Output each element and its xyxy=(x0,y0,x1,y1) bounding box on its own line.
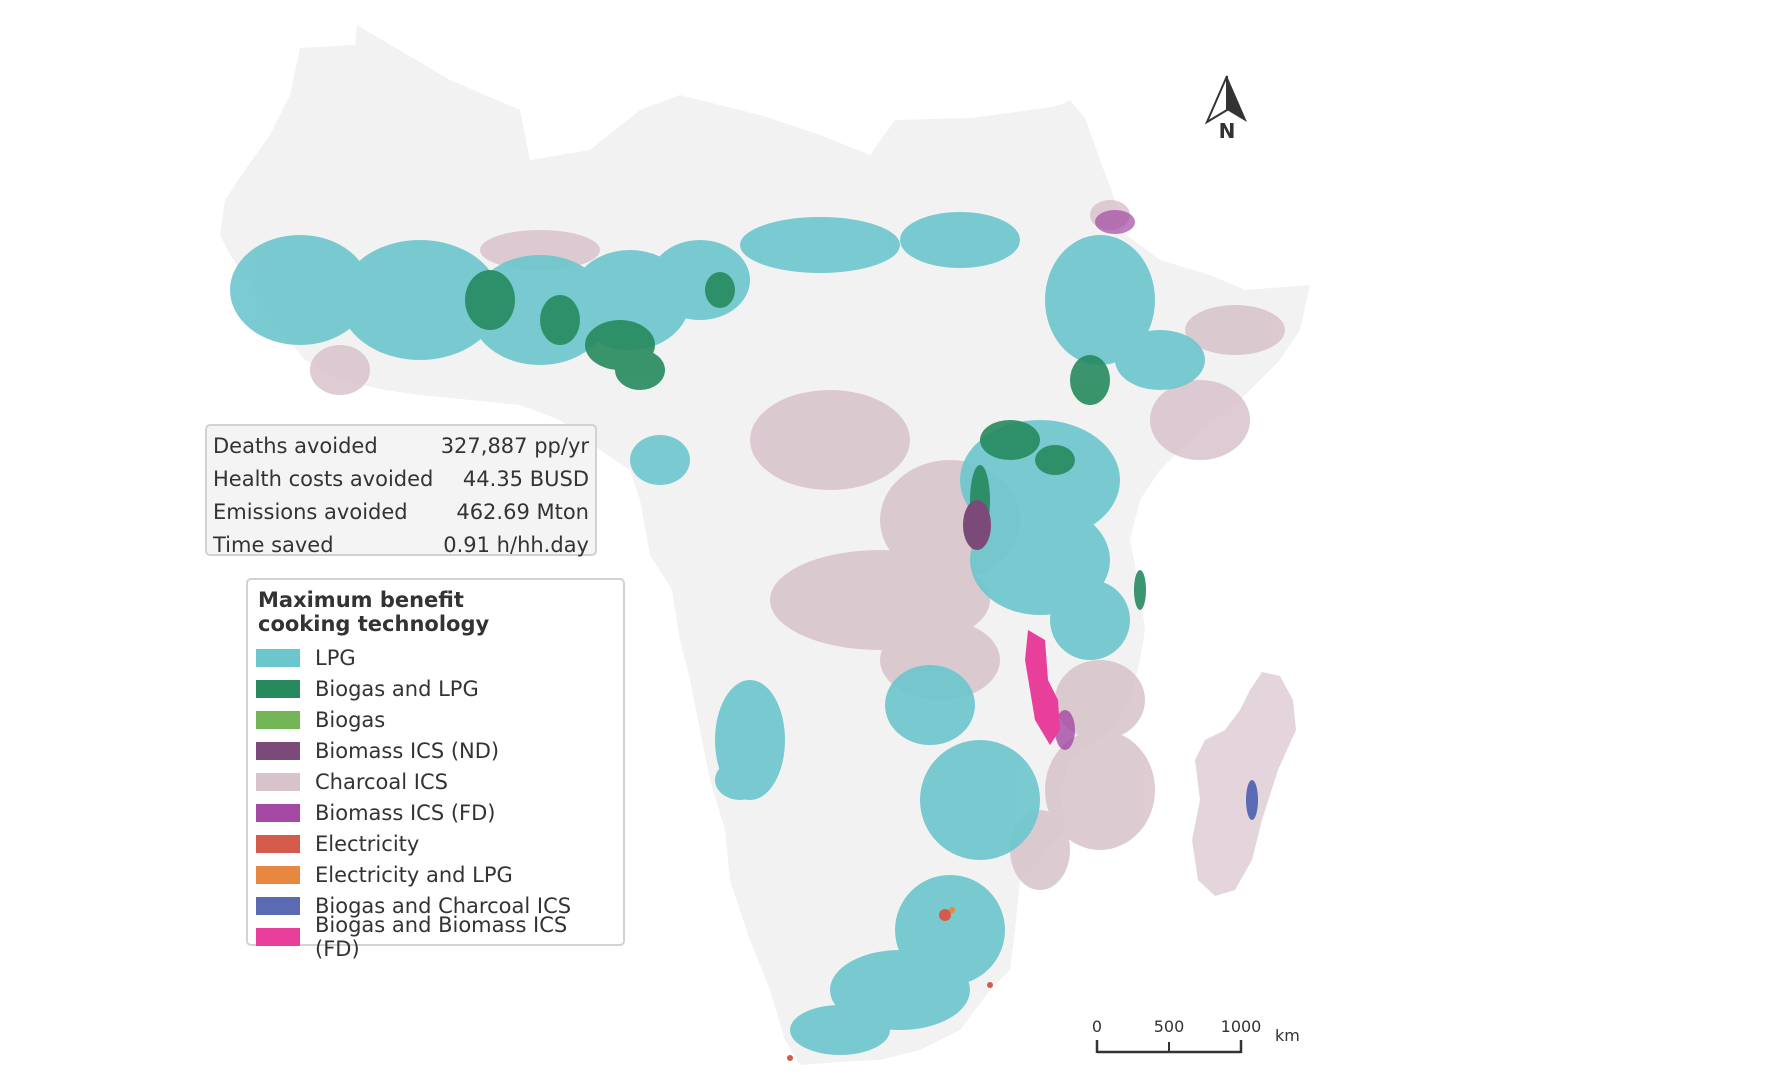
summary-row: Health costs avoided 44.35 BUSD xyxy=(213,463,589,496)
scale-unit: km xyxy=(1275,1026,1300,1045)
legend-swatch xyxy=(256,679,300,698)
legend-item: Biogas and LPG xyxy=(256,673,615,704)
summary-row: Deaths avoided 327,887 pp/yr xyxy=(213,430,589,463)
legend-item: Biogas and Charcoal ICS xyxy=(256,890,615,921)
north-label: N xyxy=(1219,119,1236,140)
electricity-region xyxy=(939,909,951,921)
scale-bar-graphic: 0 500 1000 km xyxy=(1092,1017,1300,1054)
summary-label: Time saved xyxy=(213,533,334,557)
legend-swatch xyxy=(256,896,300,915)
legend-label: Charcoal ICS xyxy=(315,769,448,794)
summary-value: 462.69 Mton xyxy=(456,500,589,524)
biomass-fd-region xyxy=(1095,210,1135,234)
biomass-fd-region-south xyxy=(1055,710,1075,750)
electricity-lpg-region xyxy=(949,907,955,913)
legend-swatch xyxy=(256,710,300,729)
biogas-charcoal-region xyxy=(1246,780,1258,820)
biomass-nd-region xyxy=(963,500,991,550)
summary-stats-box: Deaths avoided 327,887 pp/yr Health costs … xyxy=(205,424,597,557)
legend-label: Biomass ICS (FD) xyxy=(315,800,496,825)
scale-tick-1000: 1000 xyxy=(1221,1017,1262,1036)
scale-bar: 0 500 1000 km xyxy=(1085,1014,1315,1070)
legend-item: Biogas xyxy=(256,704,615,735)
madagascar-landmass xyxy=(1192,672,1296,896)
legend-swatch xyxy=(256,741,300,760)
legend-swatch xyxy=(256,648,300,667)
summary-value: 0.91 h/hh.day xyxy=(443,533,589,557)
summary-label: Emissions avoided xyxy=(213,500,408,524)
legend-label: Biogas xyxy=(315,707,386,732)
legend-label: Biogas and Biomass ICS (FD) xyxy=(315,912,568,961)
legend-swatch xyxy=(256,803,300,822)
legend-label: Electricity and LPG xyxy=(315,862,513,887)
legend-item: Electricity xyxy=(256,828,615,859)
legend-item: LPG xyxy=(256,642,615,673)
legend-item: Biogas and Biomass ICS (FD) xyxy=(256,913,615,961)
electricity-region-cape xyxy=(787,1055,793,1061)
north-arrow: N xyxy=(1202,74,1252,144)
summary-label: Deaths avoided xyxy=(213,434,378,458)
legend-items: LPG Biogas and LPG Biogas Biomass ICS (ND) C… xyxy=(256,642,615,961)
scale-tick-500: 500 xyxy=(1154,1017,1185,1036)
legend-swatch xyxy=(256,865,300,884)
scale-tick-0: 0 xyxy=(1092,1017,1102,1036)
legend-item: Biomass ICS (FD) xyxy=(256,797,615,828)
legend-item: Biomass ICS (ND) xyxy=(256,735,615,766)
legend-swatch xyxy=(256,927,300,946)
legend-swatch xyxy=(256,772,300,791)
biogas-biomass-fd-region xyxy=(1025,630,1060,745)
legend-item: Electricity and LPG xyxy=(256,859,615,890)
electricity-region-coast xyxy=(987,982,993,988)
legend-label: Electricity xyxy=(315,831,420,856)
summary-value: 44.35 BUSD xyxy=(462,467,589,491)
legend-title: Maximum benefit cooking technology xyxy=(258,588,490,636)
summary-value: 327,887 pp/yr xyxy=(440,434,589,458)
legend-label: Biogas and Charcoal ICS xyxy=(315,893,572,918)
legend-label: Biogas and LPG xyxy=(315,676,479,701)
summary-row: Time saved 0.91 h/hh.day xyxy=(213,529,589,562)
legend-label: Biomass ICS (ND) xyxy=(315,738,500,763)
legend-item: Charcoal ICS xyxy=(256,766,615,797)
map-legend: Maximum benefit cooking technology LPG Bi… xyxy=(246,578,625,961)
legend-swatch xyxy=(256,834,300,853)
north-arrow-icon: N xyxy=(1204,75,1247,143)
legend-label: LPG xyxy=(315,645,356,670)
summary-label: Health costs avoided xyxy=(213,467,434,491)
summary-row: Emissions avoided 462.69 Mton xyxy=(213,496,589,529)
